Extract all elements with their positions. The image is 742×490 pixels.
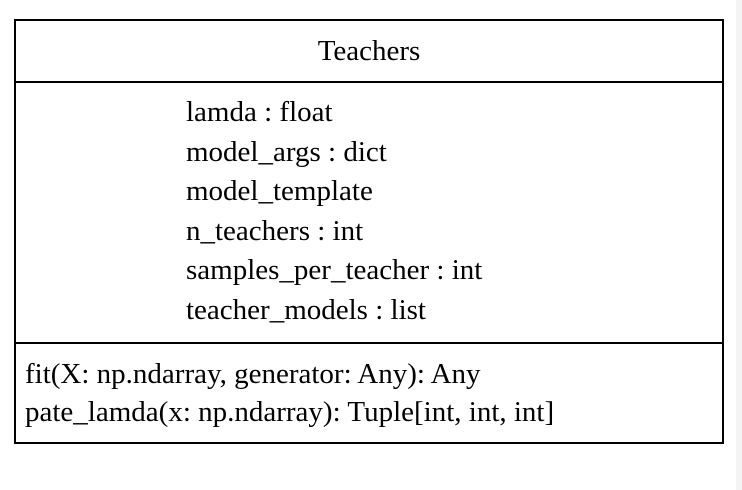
method-list: fit(X: np.ndarray, generator: Any): Any … (25, 355, 554, 431)
attribute-model-args: model_args : dict (186, 135, 387, 168)
attribute-n-teachers: n_teachers : int (186, 214, 364, 247)
method-pate-lamda: pate_lamda(x: np.ndarray): Tuple[int, in… (25, 396, 555, 428)
class-name-compartment: Teachers (16, 21, 722, 83)
class-name: Teachers (317, 34, 421, 67)
uml-class-box: Teachers lamda : float model_args : dict… (14, 19, 724, 444)
edge-strip (736, 0, 742, 490)
attribute-model-template: model_template (186, 175, 373, 207)
attribute-list: lamda : float model_args : dict model_te… (186, 93, 482, 330)
attributes-compartment: lamda : float model_args : dict model_te… (16, 83, 722, 344)
attribute-teacher-models: teacher_models : list (186, 293, 426, 326)
methods-compartment: fit(X: np.ndarray, generator: Any): Any … (16, 344, 722, 442)
attribute-samples-per-teacher: samples_per_teacher : int (186, 254, 483, 286)
attribute-lamda: lamda : float (186, 96, 333, 128)
method-fit: fit(X: np.ndarray, generator: Any): Any (25, 358, 481, 390)
